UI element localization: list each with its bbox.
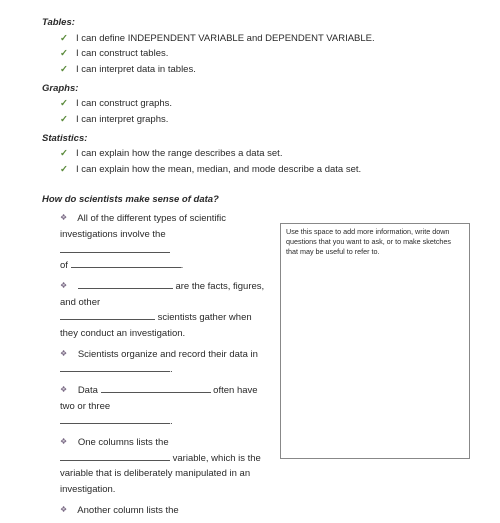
blank-line: [78, 281, 173, 290]
section-title-statistics: Statistics:: [42, 131, 470, 147]
section-title-graphs: Graphs:: [42, 81, 470, 97]
fill-item: Scientists organize and record their dat…: [60, 347, 272, 378]
blank-line: [60, 364, 170, 373]
section-title-tables: Tables:: [42, 15, 470, 31]
note-box: Use this space to add more information, …: [280, 223, 470, 459]
fill-item: Data often have two or three .: [60, 383, 272, 430]
text-fragment: Scientists organize and record their dat…: [78, 349, 258, 360]
check-item: I can define INDEPENDENT VARIABLE and DE…: [60, 31, 470, 47]
fill-in-list: All of the different types of scientific…: [42, 211, 272, 518]
fill-item: All of the different types of scientific…: [60, 211, 272, 274]
text-fragment: All of the different types of scientific…: [60, 213, 226, 240]
blank-line: [101, 385, 211, 394]
statistics-list: I can explain how the range describes a …: [42, 146, 470, 177]
text-fragment: .: [170, 416, 173, 427]
fill-item: Another column lists the: [60, 503, 272, 519]
text-fragment: Another column lists the: [77, 505, 178, 516]
check-item: I can explain how the mean, median, and …: [60, 162, 470, 178]
graphs-list: I can construct graphs. I can interpret …: [42, 96, 470, 127]
blank-line: [60, 244, 170, 253]
text-fragment: of: [60, 260, 71, 271]
text-fragment: One columns lists the: [78, 437, 169, 448]
fill-item: are the facts, figures, and other scient…: [60, 279, 272, 342]
fill-item: One columns lists the variable, which is…: [60, 435, 272, 498]
tables-list: I can define INDEPENDENT VARIABLE and DE…: [42, 31, 470, 78]
essential-question: How do scientists make sense of data?: [42, 192, 470, 208]
check-item: I can interpret graphs.: [60, 112, 470, 128]
check-item: I can construct graphs.: [60, 96, 470, 112]
blank-line: [60, 452, 170, 461]
text-fragment: Data: [78, 385, 101, 396]
check-item: I can construct tables.: [60, 46, 470, 62]
blank-line: [71, 260, 181, 269]
blank-line: [60, 312, 155, 321]
check-item: I can explain how the range describes a …: [60, 146, 470, 162]
blank-line: [60, 416, 170, 425]
text-fragment: .: [170, 364, 173, 375]
check-item: I can interpret data in tables.: [60, 62, 470, 78]
text-fragment: .: [181, 260, 184, 271]
